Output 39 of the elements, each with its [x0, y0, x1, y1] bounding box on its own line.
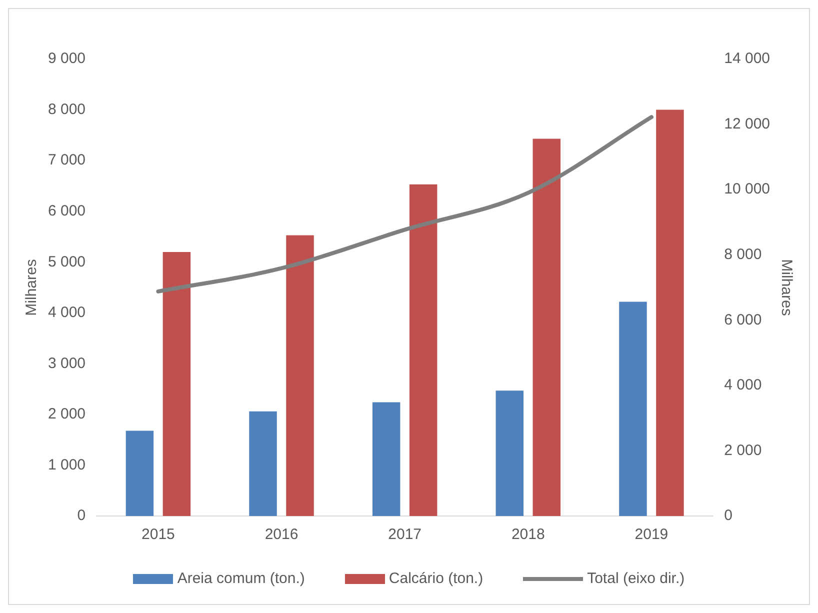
y-tick-label: 0	[77, 507, 86, 524]
y2-tick-label: 0	[724, 507, 732, 524]
x-tick-label: 2019	[634, 526, 668, 544]
y2-tick-label: 8 000	[724, 246, 762, 263]
legend-label: Total (eixo dir.)	[587, 570, 685, 587]
x-tick-label: 2018	[511, 526, 545, 544]
bar	[656, 110, 684, 516]
y2-tick-label: 10 000	[724, 180, 770, 198]
bar	[126, 430, 154, 516]
y-tick-label: 4 000	[48, 304, 86, 322]
x-tick-label: 2017	[388, 526, 422, 544]
y2-tick-label: 2 000	[724, 442, 762, 459]
y-tick-label: 8 000	[48, 100, 86, 118]
y-tick-label: 1 000	[48, 456, 86, 474]
y-tick-label: 5 000	[48, 253, 86, 270]
y-axis-title: Milhares	[23, 259, 40, 316]
y-tick-label: 2 000	[48, 406, 86, 423]
y-tick-label: 3 000	[48, 354, 86, 372]
y-tick-label: 6 000	[48, 202, 86, 220]
bar	[619, 302, 647, 516]
legend-label: Areia comum (ton.)	[177, 570, 305, 587]
y2-axis-title: Milhares	[778, 259, 795, 316]
bar	[249, 411, 277, 516]
x-tick-label: 2015	[142, 526, 175, 544]
y-tick-label: 7 000	[48, 152, 86, 169]
bar	[162, 252, 191, 516]
y2-tick-label: 6 000	[724, 311, 762, 328]
bar	[372, 402, 400, 516]
legend-label: Calcário (ton.)	[388, 570, 484, 587]
x-tick-label: 2016	[264, 526, 298, 544]
bar	[532, 138, 561, 516]
bar	[286, 235, 314, 516]
bar	[496, 390, 524, 516]
line-series	[156, 115, 654, 294]
y-tick-label: 9 000	[48, 50, 86, 68]
y2-tick-label: 14 000	[724, 50, 770, 68]
bar	[409, 184, 438, 516]
y2-tick-label: 12 000	[724, 115, 770, 132]
y2-tick-label: 4 000	[724, 376, 762, 394]
